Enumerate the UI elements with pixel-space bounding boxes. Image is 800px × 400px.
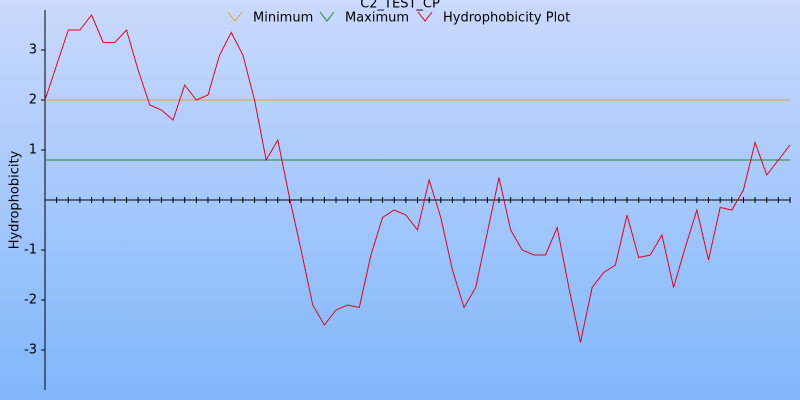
legend-label: Maximum [345,11,409,26]
y-tick-label: -2 [24,293,37,308]
legend-icon [319,11,335,22]
y-tick-label: 3 [29,43,37,58]
chart-title: C2_TEST_CP [360,0,440,12]
y-tick-label: -3 [24,343,37,358]
y-tick-label: 2 [29,93,37,108]
legend-icon [417,11,433,22]
y-axis-label: Hydrophobicity [8,150,23,249]
data-line [44,14,791,343]
y-tick-label: 1 [29,143,37,158]
legend-icon [227,11,243,22]
legend-label: Minimum [253,11,313,26]
y-tick-label: -1 [24,243,37,258]
legend-label: Hydrophobicity Plot [443,11,570,26]
